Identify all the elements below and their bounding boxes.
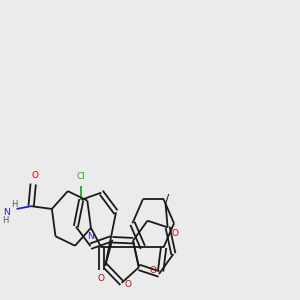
Text: O: O [124, 280, 131, 290]
Text: N: N [88, 232, 94, 241]
Text: N: N [3, 208, 10, 217]
Text: O: O [150, 266, 157, 275]
Text: H: H [11, 200, 17, 209]
Text: H: H [2, 216, 8, 225]
Text: O: O [172, 229, 179, 238]
Text: O: O [98, 274, 105, 283]
Text: O: O [31, 171, 38, 180]
Text: /: / [165, 193, 169, 206]
Text: Cl: Cl [77, 172, 86, 181]
